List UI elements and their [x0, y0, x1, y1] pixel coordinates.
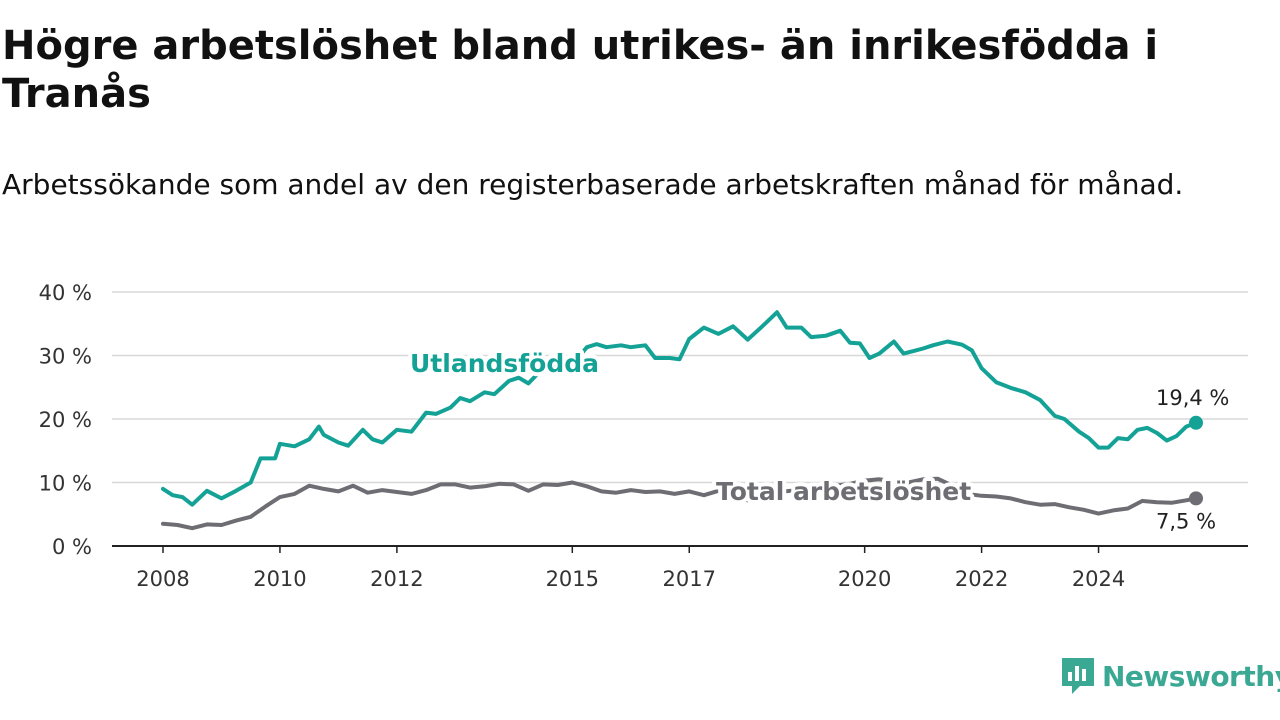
x-tick-label: 2020 [838, 567, 891, 591]
series-end-point [1189, 415, 1203, 430]
brand-name: Newsworthy [1102, 659, 1280, 693]
x-tick-label: 2022 [955, 567, 1008, 591]
series-end-label: 7,5 % [1156, 509, 1216, 533]
chart-subtitle: Arbetssökande som andel av den registerb… [2, 168, 1184, 201]
x-tick-label: 2008 [136, 567, 189, 591]
x-tick-label: 2010 [253, 567, 306, 591]
series-end-point [1189, 491, 1203, 506]
series-name-label: Total arbetslöshet [716, 477, 971, 506]
chart-title: Högre arbetslöshet bland utrikes- än inr… [2, 23, 1159, 117]
grid-layer [112, 291, 1248, 484]
series-label-halo: Total arbetslöshet [716, 477, 971, 506]
x-tick-label: 2024 [1072, 567, 1125, 591]
x-tick-label: 2017 [663, 567, 716, 591]
newsworthy-brand[interactable]: Newsworthy [1060, 655, 1280, 697]
y-tick-label: 10 % [39, 472, 92, 496]
x-tick-label: 2012 [370, 567, 423, 591]
y-tick-label: 30 % [39, 345, 92, 369]
newsworthy-logo-icon [1062, 658, 1094, 694]
series-line-utlandsfodda [161, 310, 1198, 507]
y-tick-label: 0 % [52, 535, 92, 559]
series-end-label: 19,4 % [1156, 386, 1229, 410]
label-layer: 19,4 %7,5 %UtlandsföddaUtlandsföddaTotal… [406, 345, 1229, 533]
series-label-halo: Utlandsfödda [410, 349, 599, 378]
y-tick-label: 20 % [39, 408, 92, 432]
series-name-label: Utlandsfödda [410, 349, 599, 378]
series-line-total [161, 476, 1198, 531]
x-tick-label: 2015 [546, 567, 599, 591]
axis-layer: 0 % 10 % 20 % 30 % 40 % 2008 2010 2012 2015 2017 2… [39, 281, 1248, 591]
y-tick-label: 40 % [39, 281, 92, 305]
series-layer [161, 310, 1203, 531]
